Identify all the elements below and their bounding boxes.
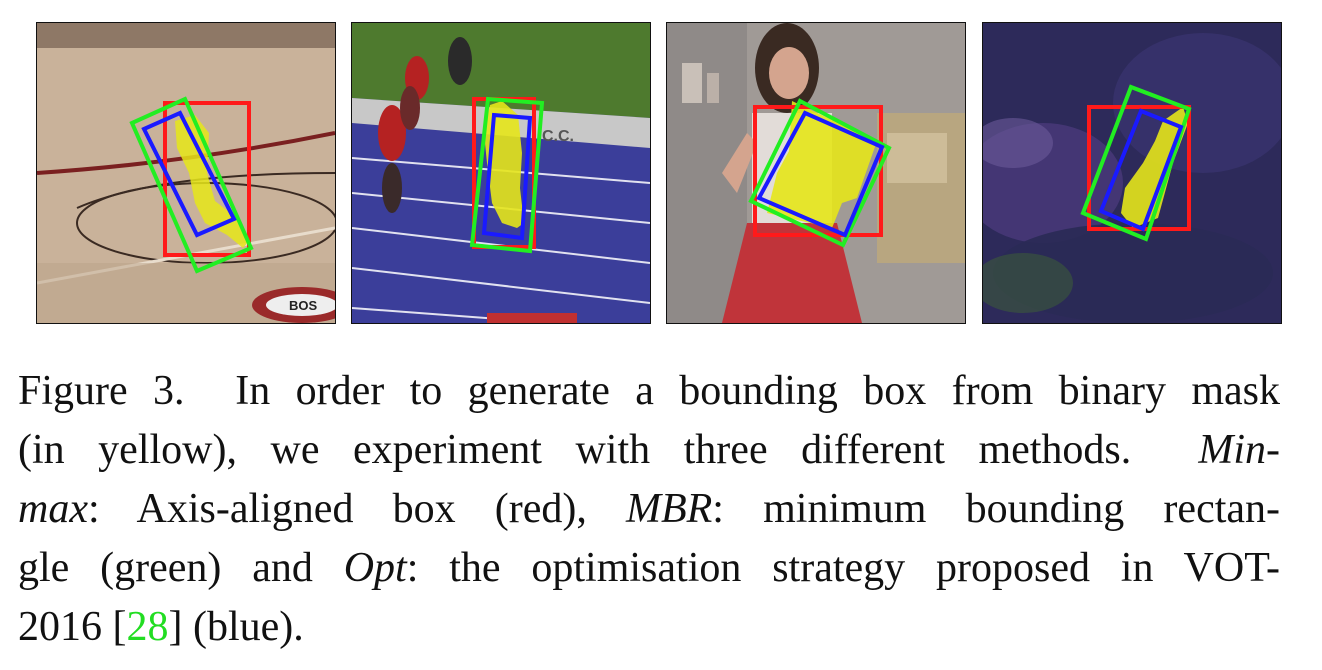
track-image: C.C.	[352, 23, 650, 323]
caption-line-1: Figure 3. In order to generate a boundin…	[18, 368, 1281, 414]
panel-person	[666, 22, 966, 324]
minmax-box-red	[163, 101, 251, 257]
mbr-box-green	[129, 96, 254, 274]
citation-link[interactable]: 28	[126, 604, 169, 650]
caption-line-2: (in yellow), we experiment with three di…	[18, 427, 1280, 473]
opt-box-blue	[481, 112, 533, 241]
binary-mask	[1121, 107, 1188, 228]
court-logo-text: BOS	[289, 298, 318, 313]
mbr-box-green	[469, 96, 545, 254]
figure-caption: Figure 3. In order to generate a boundin…	[18, 362, 1280, 657]
caption-line-5: 2016 [28] (blue).	[18, 604, 304, 650]
runners	[378, 37, 472, 213]
track-sign-text: C.C.	[542, 128, 574, 145]
foliage-image	[983, 23, 1281, 323]
panel-running-track: C.C.	[351, 22, 651, 324]
panel-basketball: BOS	[36, 22, 336, 324]
basketball-image: BOS	[37, 23, 335, 323]
mbr-box-green	[748, 98, 892, 248]
opt-box-blue	[756, 110, 885, 238]
caption-line-4: gle (green) and Opt: the optimisation st…	[18, 545, 1281, 591]
opt-box-blue	[141, 110, 237, 238]
caption-line-3: max: Axis-aligned box (red), MBR: minimu…	[18, 486, 1281, 532]
opt-box-blue	[1098, 108, 1184, 232]
figure-panels: BOS C.C.	[36, 22, 1284, 324]
mbr-box-green	[1080, 84, 1192, 242]
figure-label: Figure 3.	[18, 368, 185, 414]
person-image	[667, 23, 965, 323]
panel-foliage	[982, 22, 1282, 324]
